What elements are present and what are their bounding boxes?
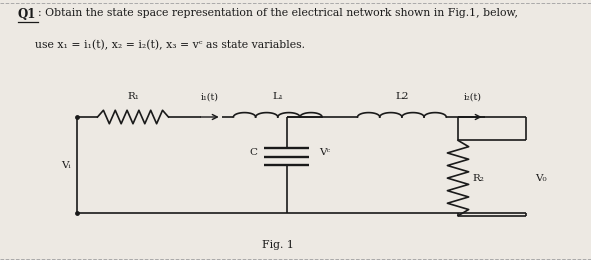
Text: use x₁ = i₁(t), x₂ = i₂(t), x₃ = vᶜ as state variables.: use x₁ = i₁(t), x₂ = i₂(t), x₃ = vᶜ as s…	[35, 40, 306, 51]
Text: R₁: R₁	[127, 92, 139, 101]
Text: : Obtain the state space representation of the electrical network shown in Fig.1: : Obtain the state space representation …	[38, 8, 518, 18]
Text: L₁: L₁	[272, 92, 283, 101]
Text: V₀: V₀	[535, 174, 547, 183]
Text: i₁(t): i₁(t)	[201, 92, 219, 101]
Text: C: C	[249, 148, 257, 157]
Text: Fig. 1: Fig. 1	[262, 240, 294, 250]
Text: L2: L2	[395, 92, 408, 101]
Text: Vᵢ: Vᵢ	[61, 161, 71, 170]
Text: R₂: R₂	[473, 174, 485, 183]
Text: Q1: Q1	[18, 8, 36, 21]
Text: Vᶜ: Vᶜ	[319, 148, 330, 157]
Text: i₂(t): i₂(t)	[464, 92, 482, 101]
